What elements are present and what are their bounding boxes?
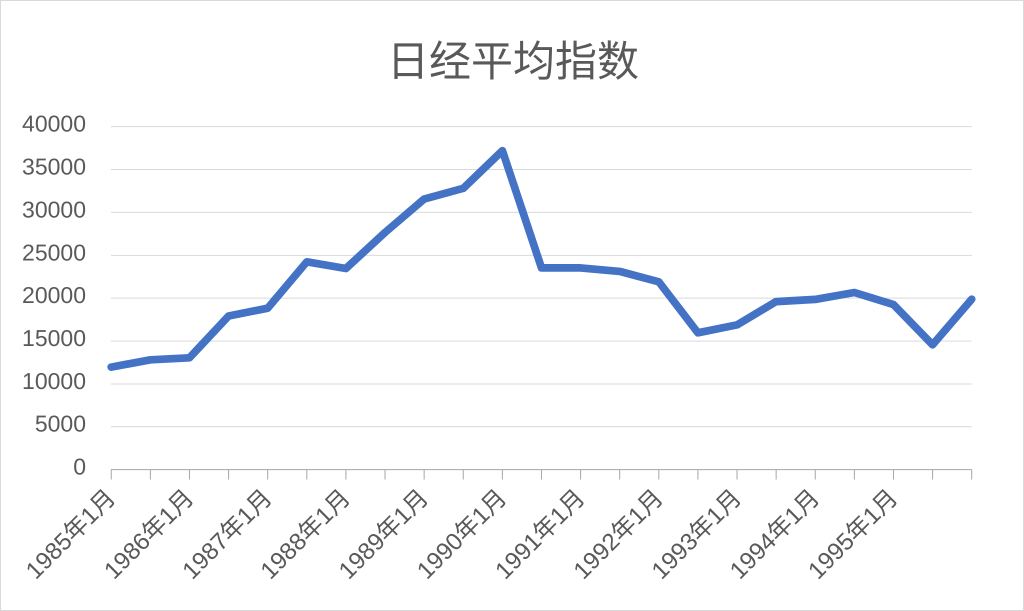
svg-text:0: 0 — [73, 454, 86, 480]
svg-text:35000: 35000 — [22, 153, 86, 179]
svg-text:30000: 30000 — [22, 196, 86, 222]
svg-text:15000: 15000 — [22, 325, 86, 351]
svg-text:25000: 25000 — [22, 239, 86, 265]
svg-text:10000: 10000 — [22, 368, 86, 394]
svg-text:20000: 20000 — [22, 282, 86, 308]
svg-text:40000: 40000 — [22, 111, 86, 137]
svg-text:5000: 5000 — [35, 411, 86, 437]
